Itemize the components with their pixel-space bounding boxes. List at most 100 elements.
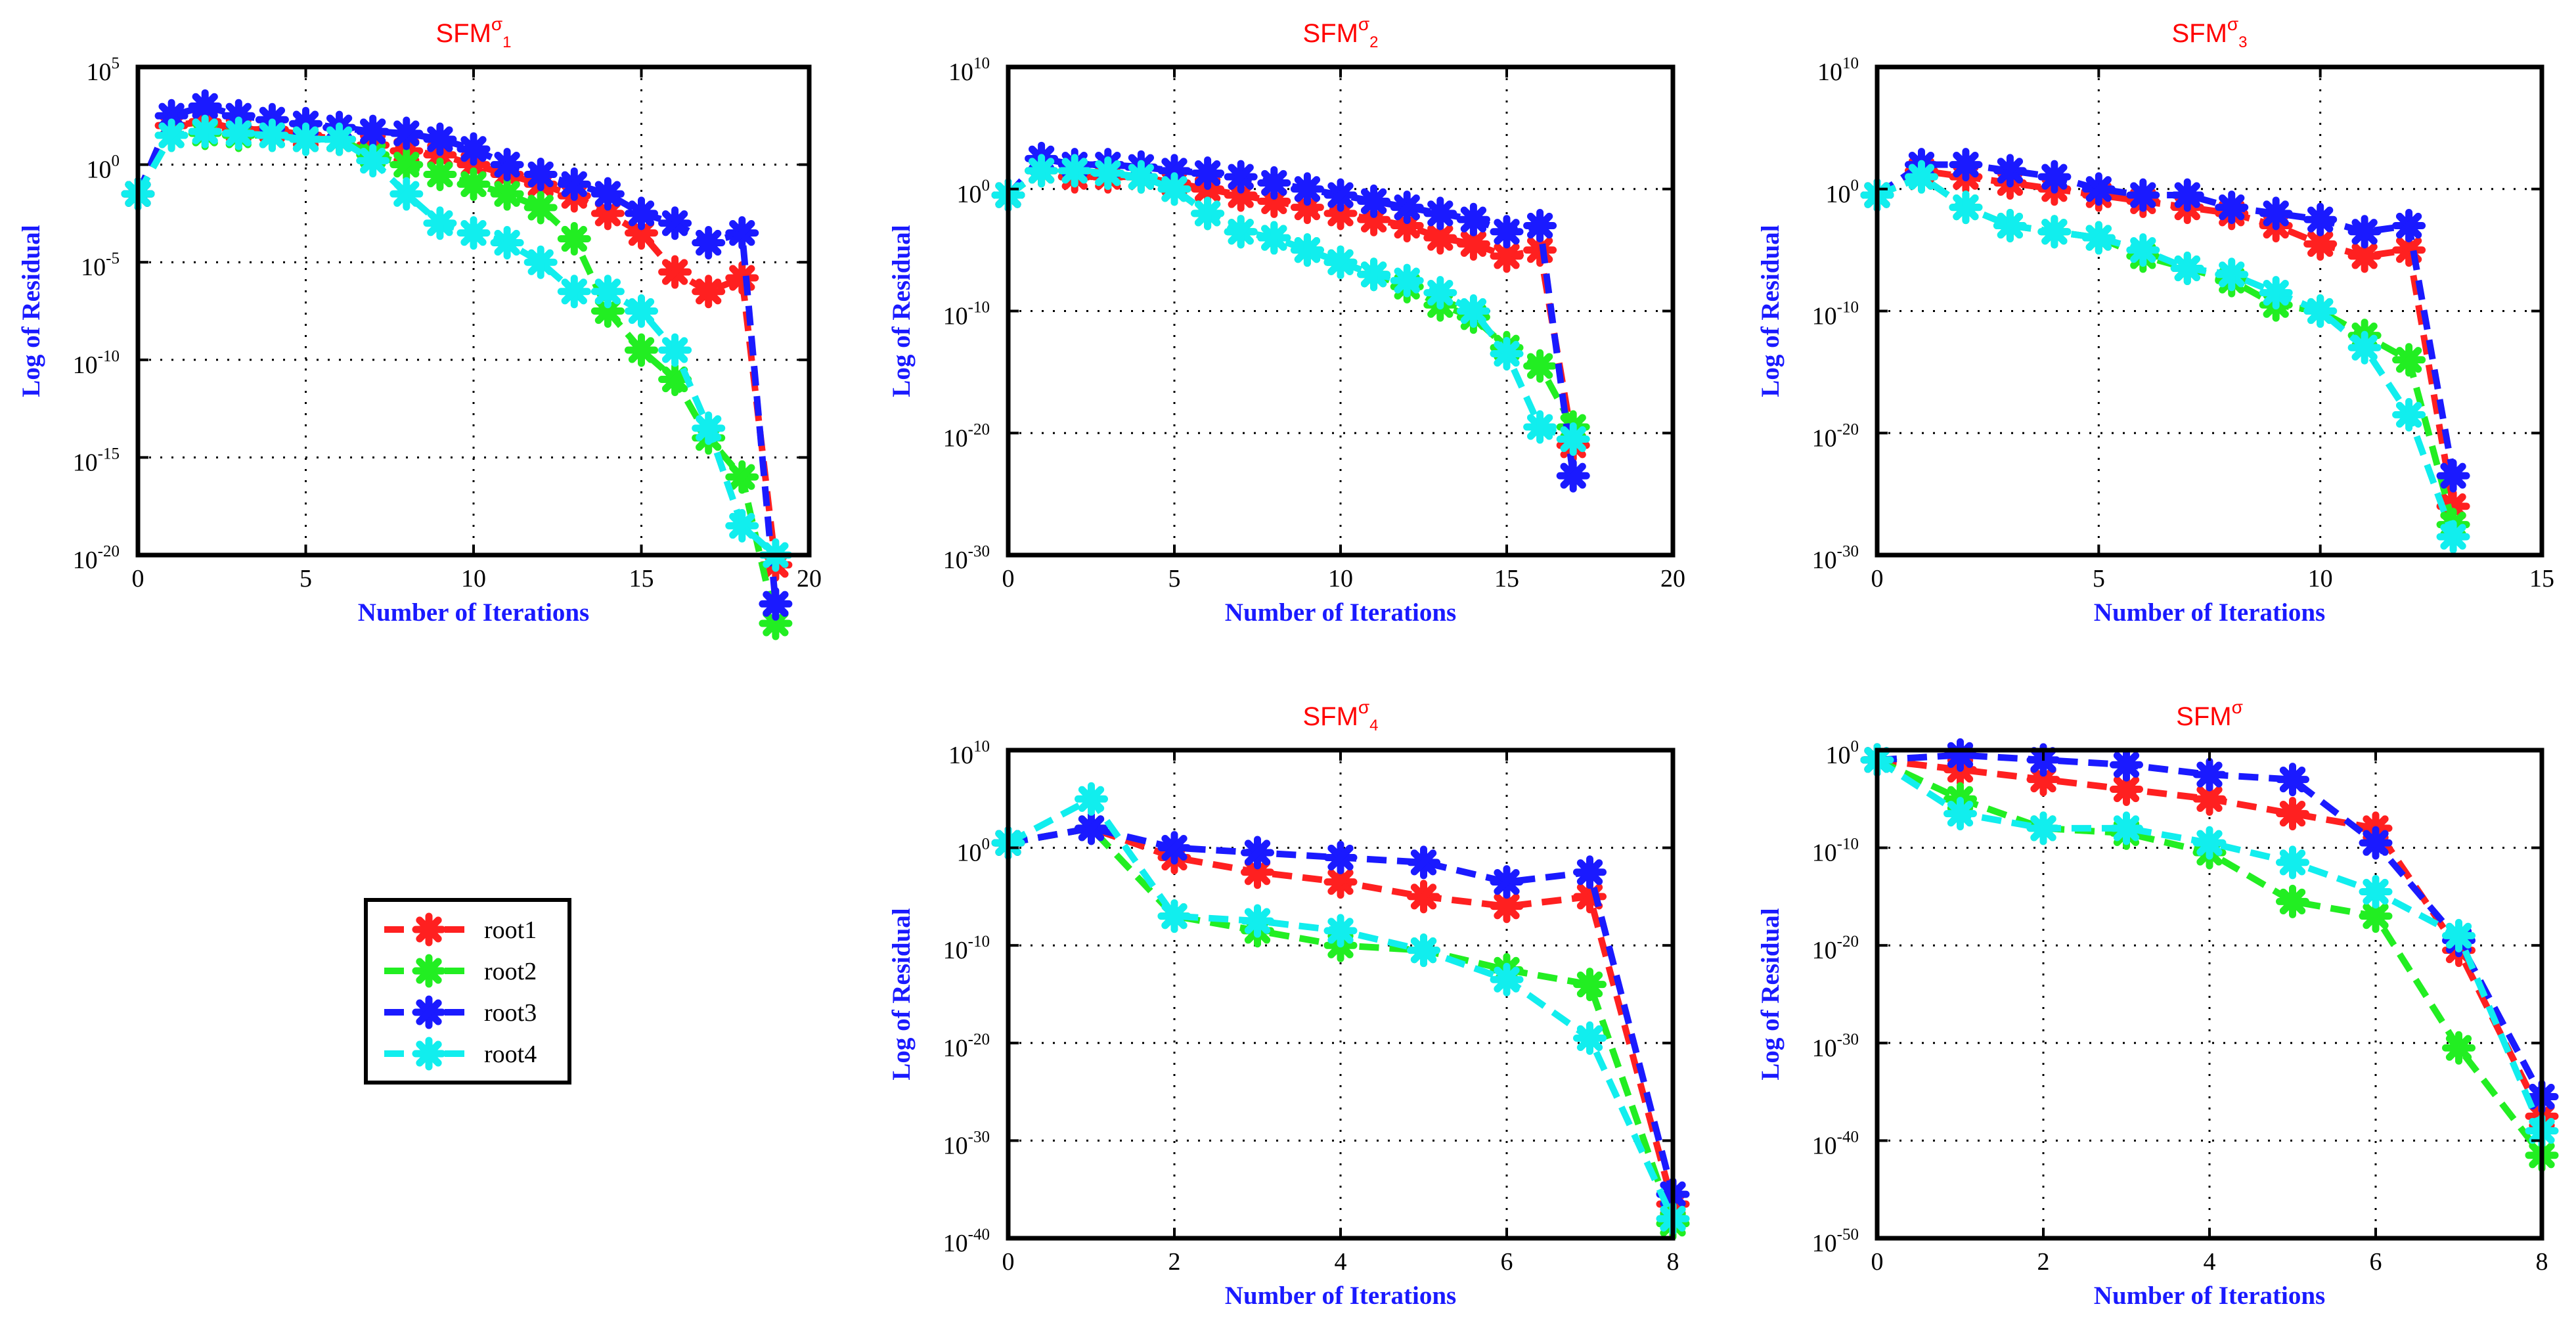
y-tick-label: 105 xyxy=(87,55,120,86)
data-point-root3 xyxy=(1490,215,1524,249)
x-tick-label: 15 xyxy=(629,565,654,593)
data-point-root4 xyxy=(2303,294,2338,328)
y-tick-label: 100 xyxy=(957,836,990,867)
legend-marker xyxy=(412,912,446,947)
data-point-root3 xyxy=(2170,178,2204,212)
data-point-root4 xyxy=(490,225,524,259)
x-tick-label: 10 xyxy=(461,565,486,593)
legend-marker xyxy=(412,995,446,1029)
y-tick-label: 10-20 xyxy=(1812,420,1859,452)
data-point-root2 xyxy=(2442,1031,2476,1065)
data-point-root2 xyxy=(389,148,424,182)
data-point-root4 xyxy=(1423,276,1457,310)
x-axis-label: Number of Iterations xyxy=(2094,598,2325,627)
data-point-root4 xyxy=(1993,208,2027,242)
data-point-root2 xyxy=(456,167,491,201)
data-point-root4 xyxy=(1257,221,1291,255)
series-root1 xyxy=(991,154,1590,462)
data-point-root4 xyxy=(1490,337,1524,371)
x-tick-label: 5 xyxy=(300,565,312,593)
data-point-root3 xyxy=(557,167,591,201)
data-point-root4 xyxy=(2037,215,2072,249)
series-line-root4 xyxy=(1006,167,1574,443)
data-point-root3 xyxy=(1390,190,1424,225)
data-point-root4 xyxy=(590,275,625,309)
data-point-root3 xyxy=(2192,757,2227,792)
series-root3 xyxy=(991,141,1590,493)
data-point-root4 xyxy=(356,144,390,178)
data-point-root4 xyxy=(1157,899,1191,933)
data-point-root2 xyxy=(625,333,658,367)
y-axis-label: Log of Residual xyxy=(17,225,45,397)
y-axis-label: Log of Residual xyxy=(887,225,916,397)
data-point-root3 xyxy=(1993,154,2027,188)
data-point-root3 xyxy=(1556,459,1590,493)
data-point-root3 xyxy=(389,116,424,150)
data-point-root2 xyxy=(725,460,759,494)
y-tick-label: 10-30 xyxy=(1812,1031,1859,1062)
y-tick-label: 100 xyxy=(1826,738,1859,769)
data-point-root2 xyxy=(523,190,558,225)
data-point-root4 xyxy=(2359,874,2393,908)
legend-marker xyxy=(412,1037,446,1071)
x-tick-label: 5 xyxy=(2093,565,2105,593)
x-tick-label: 6 xyxy=(2370,1248,2382,1276)
y-tick-label: 10-10 xyxy=(73,347,120,379)
data-point-root3 xyxy=(1357,184,1391,218)
x-tick-label: 0 xyxy=(1871,565,1884,593)
data-point-root4 xyxy=(2276,845,2309,880)
legend-entry-root2: root2 xyxy=(384,954,537,988)
data-point-root3 xyxy=(1523,208,1557,242)
y-tick-label: 100 xyxy=(957,177,990,208)
data-point-root4 xyxy=(2442,918,2476,952)
data-point-root1 xyxy=(1323,196,1358,231)
data-point-root4 xyxy=(1357,257,1391,292)
legend-label: root2 xyxy=(484,958,537,985)
x-axis-label: Number of Iterations xyxy=(2094,1282,2325,1310)
data-point-root4 xyxy=(1949,190,1983,225)
data-point-root3 xyxy=(625,196,658,231)
y-tick-label: 100 xyxy=(1826,177,1859,208)
data-point-root4 xyxy=(322,122,357,156)
legend-label: root3 xyxy=(484,999,537,1027)
x-tick-label: 15 xyxy=(1494,565,1519,593)
data-point-root2 xyxy=(658,363,692,397)
data-point-root2 xyxy=(490,177,524,211)
data-point-root3 xyxy=(692,225,726,259)
data-point-root4 xyxy=(456,216,491,250)
data-point-root4 xyxy=(1490,962,1524,996)
chart-panels: 0 5 10 15 2010510010-510-1010-1510-20SFMσ1Nu… xyxy=(17,14,2559,1310)
y-tick-label: 10-5 xyxy=(81,250,120,281)
data-point-root3 xyxy=(1157,831,1191,865)
data-point-root4 xyxy=(2192,826,2227,860)
data-point-root4 xyxy=(658,333,692,367)
series-root4 xyxy=(1860,743,2559,1148)
data-point-root4 xyxy=(1556,422,1590,457)
data-point-root1 xyxy=(1257,184,1291,218)
data-point-root3 xyxy=(1423,196,1457,231)
legend-entry-root4: root4 xyxy=(384,1037,537,1071)
x-tick-label: 2 xyxy=(1168,1248,1181,1276)
data-point-root4 xyxy=(1523,410,1557,444)
series-root1 xyxy=(121,104,793,582)
y-tick-label: 10-10 xyxy=(943,299,990,330)
x-tick-label: 5 xyxy=(1168,565,1181,593)
chart-title: SFMσ1 xyxy=(435,14,511,51)
y-tick-label: 10-40 xyxy=(1812,1128,1859,1159)
x-tick-label: 0 xyxy=(1871,1248,1884,1276)
data-point-root3 xyxy=(1241,836,1274,870)
x-tick-label: 4 xyxy=(2204,1248,2216,1276)
data-point-root4 xyxy=(1025,154,1059,188)
data-point-root3 xyxy=(1407,845,1440,880)
data-point-root4 xyxy=(1456,294,1490,328)
data-point-root2 xyxy=(557,222,591,256)
x-tick-label: 0 xyxy=(1002,1248,1015,1276)
data-point-root4 xyxy=(2081,221,2116,255)
data-point-root3 xyxy=(1323,178,1358,212)
data-point-root3 xyxy=(2359,826,2393,860)
data-point-root4 xyxy=(1191,196,1225,231)
data-point-root3 xyxy=(356,114,390,148)
data-point-root4 xyxy=(1091,156,1125,190)
series-line-root2 xyxy=(1875,757,2544,1157)
data-point-root2 xyxy=(1573,968,1607,1002)
